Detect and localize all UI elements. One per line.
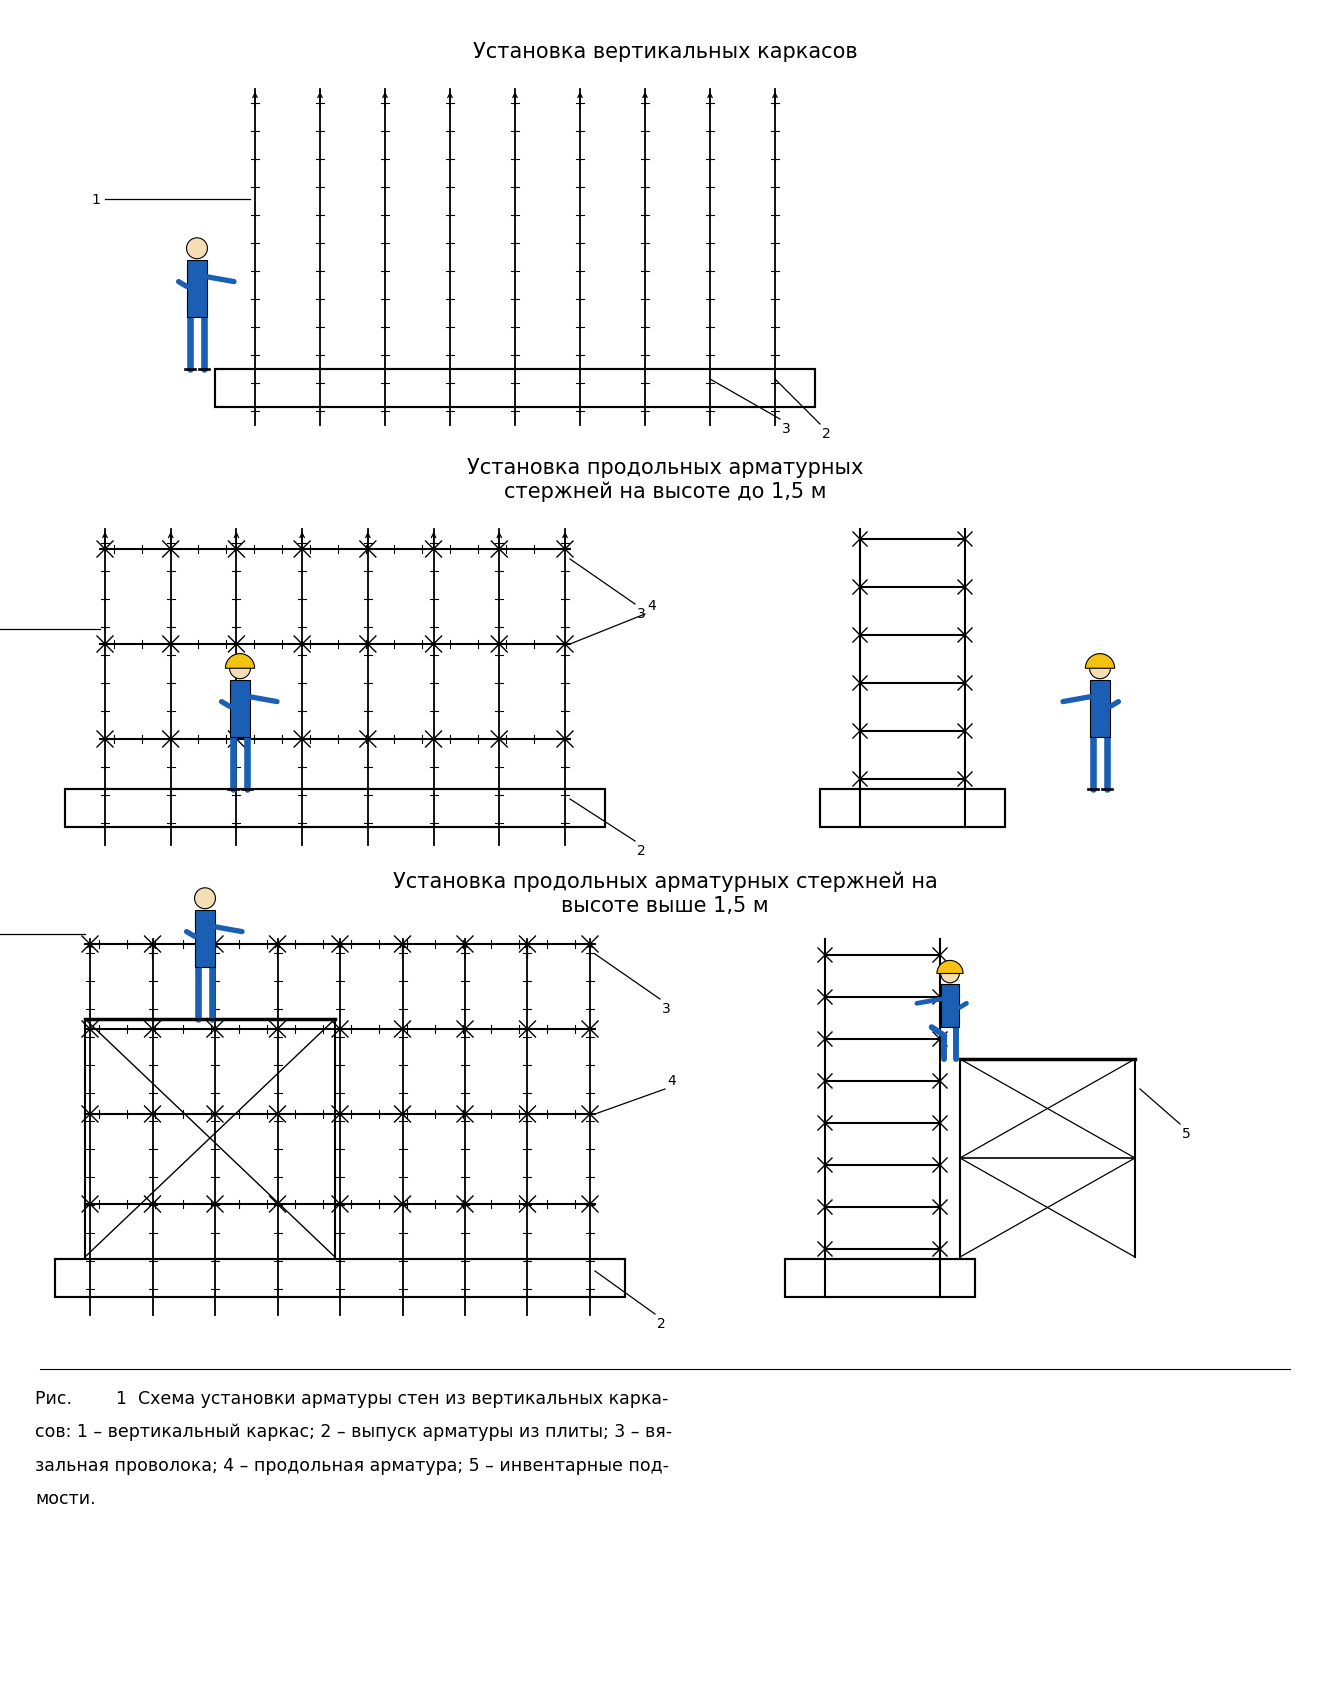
Bar bbox=[230, 681, 250, 738]
Bar bbox=[55, 1260, 625, 1297]
Wedge shape bbox=[225, 654, 254, 669]
Circle shape bbox=[186, 238, 207, 260]
Wedge shape bbox=[1085, 654, 1115, 669]
Text: 3: 3 bbox=[782, 422, 791, 436]
Bar bbox=[194, 910, 215, 968]
Bar bbox=[785, 1260, 975, 1297]
Bar bbox=[940, 985, 959, 1027]
Bar bbox=[821, 789, 1005, 828]
Text: 2: 2 bbox=[657, 1316, 666, 1331]
Text: Установка продольных арматурных стержней на
высоте выше 1,5 м: Установка продольных арматурных стержней… bbox=[392, 872, 938, 915]
Text: 4: 4 bbox=[646, 598, 656, 613]
Bar bbox=[821, 789, 1005, 828]
Text: 1: 1 bbox=[92, 193, 100, 206]
Text: Установка продольных арматурных
стержней на высоте до 1,5 м: Установка продольных арматурных стержней… bbox=[467, 458, 863, 502]
Bar bbox=[65, 789, 605, 828]
Bar bbox=[65, 789, 605, 828]
Text: 2: 2 bbox=[637, 843, 646, 858]
Bar bbox=[215, 370, 815, 407]
Text: 4: 4 bbox=[668, 1074, 676, 1088]
Wedge shape bbox=[936, 961, 963, 975]
Bar bbox=[785, 1260, 975, 1297]
Bar bbox=[65, 789, 605, 828]
Text: 2: 2 bbox=[822, 427, 831, 441]
Text: 3: 3 bbox=[637, 606, 646, 620]
Circle shape bbox=[230, 659, 250, 679]
Circle shape bbox=[194, 888, 215, 909]
Bar bbox=[1089, 681, 1111, 738]
Text: Установка вертикальных каркасов: Установка вертикальных каркасов bbox=[472, 42, 858, 62]
Bar bbox=[186, 260, 207, 318]
Text: 3: 3 bbox=[662, 1002, 670, 1015]
Bar bbox=[55, 1260, 625, 1297]
Bar bbox=[215, 370, 815, 407]
Bar bbox=[785, 1260, 975, 1297]
Circle shape bbox=[1089, 659, 1111, 679]
Text: Рис.        1  Схема установки арматуры стен из вертикальных карка-
сов: 1 – вер: Рис. 1 Схема установки арматуры стен из … bbox=[35, 1388, 672, 1507]
Bar bbox=[821, 789, 1005, 828]
Circle shape bbox=[940, 964, 959, 983]
Bar bbox=[215, 370, 815, 407]
Text: 5: 5 bbox=[1182, 1127, 1190, 1140]
Bar bbox=[55, 1260, 625, 1297]
